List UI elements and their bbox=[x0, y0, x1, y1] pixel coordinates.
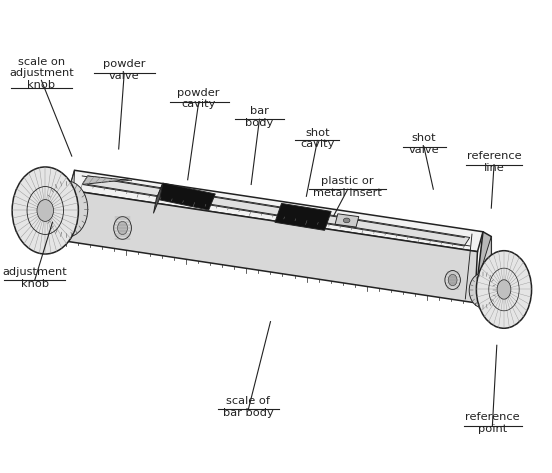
Ellipse shape bbox=[45, 181, 88, 237]
Ellipse shape bbox=[114, 217, 131, 239]
Ellipse shape bbox=[12, 167, 78, 254]
Text: shot
valve: shot valve bbox=[408, 133, 439, 155]
Ellipse shape bbox=[469, 273, 497, 308]
Text: scale of
bar body: scale of bar body bbox=[223, 396, 274, 418]
Text: bar
body: bar body bbox=[245, 106, 274, 128]
Text: plastic or
metal insert: plastic or metal insert bbox=[314, 176, 382, 198]
Ellipse shape bbox=[118, 221, 128, 235]
Text: reference
line: reference line bbox=[467, 151, 521, 173]
Polygon shape bbox=[479, 236, 491, 303]
Text: adjustment
knob: adjustment knob bbox=[2, 267, 67, 289]
Polygon shape bbox=[475, 232, 491, 303]
Polygon shape bbox=[156, 183, 215, 210]
Polygon shape bbox=[66, 190, 477, 303]
Polygon shape bbox=[275, 203, 331, 230]
Polygon shape bbox=[82, 176, 470, 246]
Ellipse shape bbox=[476, 251, 532, 328]
Text: powder
cavity: powder cavity bbox=[178, 88, 220, 109]
Text: reference
point: reference point bbox=[465, 412, 519, 434]
Ellipse shape bbox=[37, 200, 54, 221]
Polygon shape bbox=[69, 170, 483, 252]
Polygon shape bbox=[335, 214, 359, 227]
Ellipse shape bbox=[445, 271, 460, 289]
Polygon shape bbox=[82, 176, 132, 184]
Polygon shape bbox=[66, 170, 75, 244]
Ellipse shape bbox=[497, 280, 511, 299]
Polygon shape bbox=[153, 183, 163, 213]
Ellipse shape bbox=[343, 218, 350, 223]
Text: powder
valve: powder valve bbox=[103, 59, 145, 81]
Ellipse shape bbox=[448, 274, 457, 286]
Text: scale on
adjustment
knob: scale on adjustment knob bbox=[9, 57, 74, 90]
Text: shot
cavity: shot cavity bbox=[300, 128, 335, 149]
